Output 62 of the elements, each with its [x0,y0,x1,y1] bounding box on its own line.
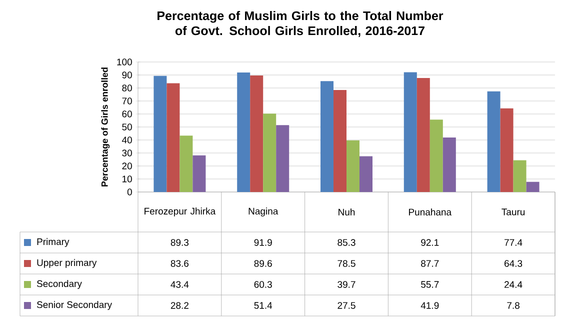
y-tick-label: 30 [122,150,132,156]
x-tick-label: Nagina [248,208,278,216]
data-label: 51.4 [254,302,272,309]
y-tick-label: 60 [122,110,132,118]
y-tick-label: 10 [122,176,132,182]
data-label: 64.3 [504,260,522,267]
data-label: 78.5 [338,260,356,267]
legend-label: Secondary [36,280,82,289]
y-axis-title: Percentage of Girls enrolled [101,68,110,186]
bar [487,91,500,192]
legend-label: Primary [37,238,70,247]
bar [263,114,276,192]
x-tick-label: Tauru [502,208,525,216]
y-tick-label: 40 [122,136,132,144]
y-tick-label: 50 [122,124,132,130]
bar [250,76,264,192]
bar [416,78,430,192]
bar [346,140,360,192]
data-label: 24.4 [504,281,522,288]
data-label: 41.9 [420,302,439,309]
data-label: 91.9 [254,239,272,246]
data-label: 7.8 [507,302,520,309]
data-label: 27.5 [338,302,356,309]
data-label: 89.3 [170,239,189,246]
legend-label: Upper primary [37,259,97,268]
y-tick-label: 70 [122,98,132,104]
y-tick-label: 90 [122,72,132,78]
bar [513,160,526,192]
data-label: 60.3 [254,281,272,288]
bar [180,136,193,192]
bar [276,125,290,192]
x-tick-label: Punahana [409,208,452,216]
bar [500,108,514,192]
bar [192,155,206,192]
data-label: 83.6 [170,260,189,267]
y-tick-label: 100 [117,58,132,66]
chart-title: Percentage of Muslim Girls to the Total Number of Govt. School Girls Enrolled, 2016-2017 [158,10,444,37]
bar [360,156,372,192]
data-label: 43.4 [170,281,189,288]
bar [334,90,346,192]
data-label: 85.3 [338,239,356,246]
legend-label: Senior Secondary [36,301,112,310]
data-label: 89.6 [254,260,272,267]
bar [237,72,250,192]
data-label: 87.7 [421,260,439,267]
bar [430,120,443,192]
data-label: 39.7 [338,281,356,288]
data-label: 55.7 [421,281,439,288]
x-tick-label: Nuh [338,208,355,216]
data-label: 92.1 [421,239,439,246]
data-label: 28.2 [170,302,188,309]
bar [404,72,417,192]
y-tick-label: 80 [122,84,132,92]
bar [166,83,180,192]
bar [154,76,167,192]
data-label: 77.4 [504,239,522,246]
x-tick-label: Ferozepur Jhirka [144,208,216,216]
bar [526,182,540,192]
y-tick-label: 0 [127,188,132,196]
y-tick-label: 20 [122,162,132,170]
bar [442,138,456,192]
bar [320,81,334,192]
